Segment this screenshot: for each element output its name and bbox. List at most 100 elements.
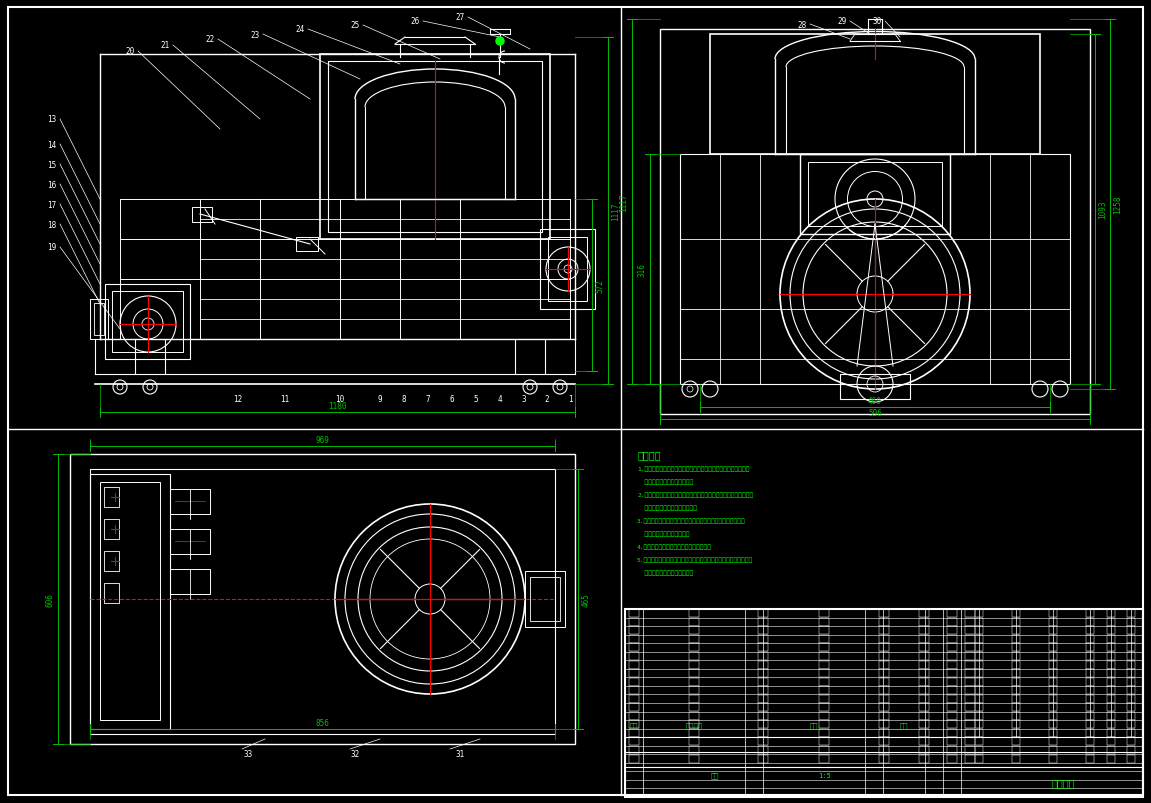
Bar [820, 678, 829, 686]
Text: 14: 14 [47, 141, 56, 149]
Bar [975, 695, 983, 703]
Text: 技术要求: 技术要求 [637, 450, 661, 459]
Bar [1107, 695, 1115, 703]
Bar [820, 618, 829, 626]
Bar [947, 695, 956, 703]
Bar [975, 746, 983, 754]
Bar [759, 720, 768, 728]
Bar [975, 652, 983, 660]
Bar [975, 678, 983, 686]
Bar [689, 678, 699, 686]
Bar [947, 720, 956, 728]
Bar [879, 729, 889, 737]
Bar [625, 609, 1143, 797]
Text: 发面底斜织材量，趁斑相斜。: 发面底斜织材量，趁斑相斜。 [637, 569, 693, 575]
Bar [918, 712, 929, 720]
Bar [1087, 755, 1093, 763]
Bar [918, 687, 929, 695]
Bar [965, 661, 975, 669]
Bar [1012, 652, 1020, 660]
Bar [1127, 678, 1135, 686]
Bar [1127, 729, 1135, 737]
Bar [975, 712, 983, 720]
Bar [628, 635, 639, 643]
Bar [759, 661, 768, 669]
Bar [918, 720, 929, 728]
Bar [975, 618, 983, 626]
Bar [1107, 755, 1115, 763]
Bar [628, 678, 639, 686]
Bar [1012, 720, 1020, 728]
Text: 316: 316 [638, 263, 647, 276]
Bar [1127, 618, 1135, 626]
Text: 28: 28 [798, 20, 807, 30]
Bar [1107, 687, 1115, 695]
Text: 合格后按前面工艺规范组装。: 合格后按前面工艺规范组装。 [637, 479, 693, 484]
Text: 22: 22 [205, 35, 214, 44]
Bar [759, 729, 768, 737]
Bar [918, 695, 929, 703]
Bar [689, 703, 699, 711]
Text: 5.喷漆，喷漆砸喷漆部位划。严禁扩张遮遮摘而不符的结丝向后手，: 5.喷漆，喷漆砸喷漆部位划。严禁扩张遮遮摘而不符的结丝向后手， [637, 556, 753, 562]
Text: 9: 9 [378, 395, 382, 404]
Bar [1127, 720, 1135, 728]
Bar [628, 626, 639, 634]
Bar [628, 618, 639, 626]
Bar [1127, 626, 1135, 634]
Bar [879, 687, 889, 695]
Bar [820, 720, 829, 728]
Bar [820, 712, 829, 720]
Bar [1012, 669, 1020, 677]
Bar [947, 609, 956, 618]
Bar [1127, 635, 1135, 643]
Bar [1087, 618, 1093, 626]
Bar [759, 703, 768, 711]
Bar [689, 644, 699, 652]
Text: 二视总图: 二视总图 [1051, 777, 1075, 787]
Text: 606: 606 [46, 593, 54, 606]
Bar [879, 755, 889, 763]
Bar [918, 626, 929, 634]
Bar [808, 163, 942, 226]
Bar [879, 644, 889, 652]
Bar [965, 746, 975, 754]
Bar [1012, 661, 1020, 669]
Bar [1127, 712, 1135, 720]
Bar [1012, 644, 1020, 652]
Bar [1127, 669, 1135, 677]
Bar [105, 284, 190, 360]
Bar [1107, 703, 1115, 711]
Bar [529, 577, 561, 622]
Bar [965, 626, 975, 634]
Bar [1087, 737, 1093, 745]
Bar [628, 746, 639, 754]
Bar [628, 661, 639, 669]
Text: 16: 16 [47, 181, 56, 190]
Bar [1107, 609, 1115, 618]
Bar [1107, 729, 1115, 737]
Text: 比例: 比例 [711, 772, 719, 778]
Bar [975, 635, 983, 643]
Bar [759, 755, 768, 763]
Bar [689, 720, 699, 728]
Bar [104, 520, 119, 540]
Bar [975, 755, 983, 763]
Text: 4: 4 [497, 395, 502, 404]
Bar [918, 746, 929, 754]
Bar [1012, 746, 1020, 754]
Bar [689, 652, 699, 660]
Text: 596: 596 [868, 409, 882, 418]
Bar [1087, 644, 1093, 652]
Bar [947, 687, 956, 695]
Bar [947, 652, 956, 660]
Bar [965, 652, 975, 660]
Bar [1012, 729, 1020, 737]
Bar [628, 609, 639, 618]
Bar [628, 720, 639, 728]
Bar [947, 703, 956, 711]
Bar [965, 720, 975, 728]
Bar [918, 678, 929, 686]
Bar [975, 661, 983, 669]
Text: 15: 15 [47, 161, 56, 169]
Bar [1087, 687, 1093, 695]
